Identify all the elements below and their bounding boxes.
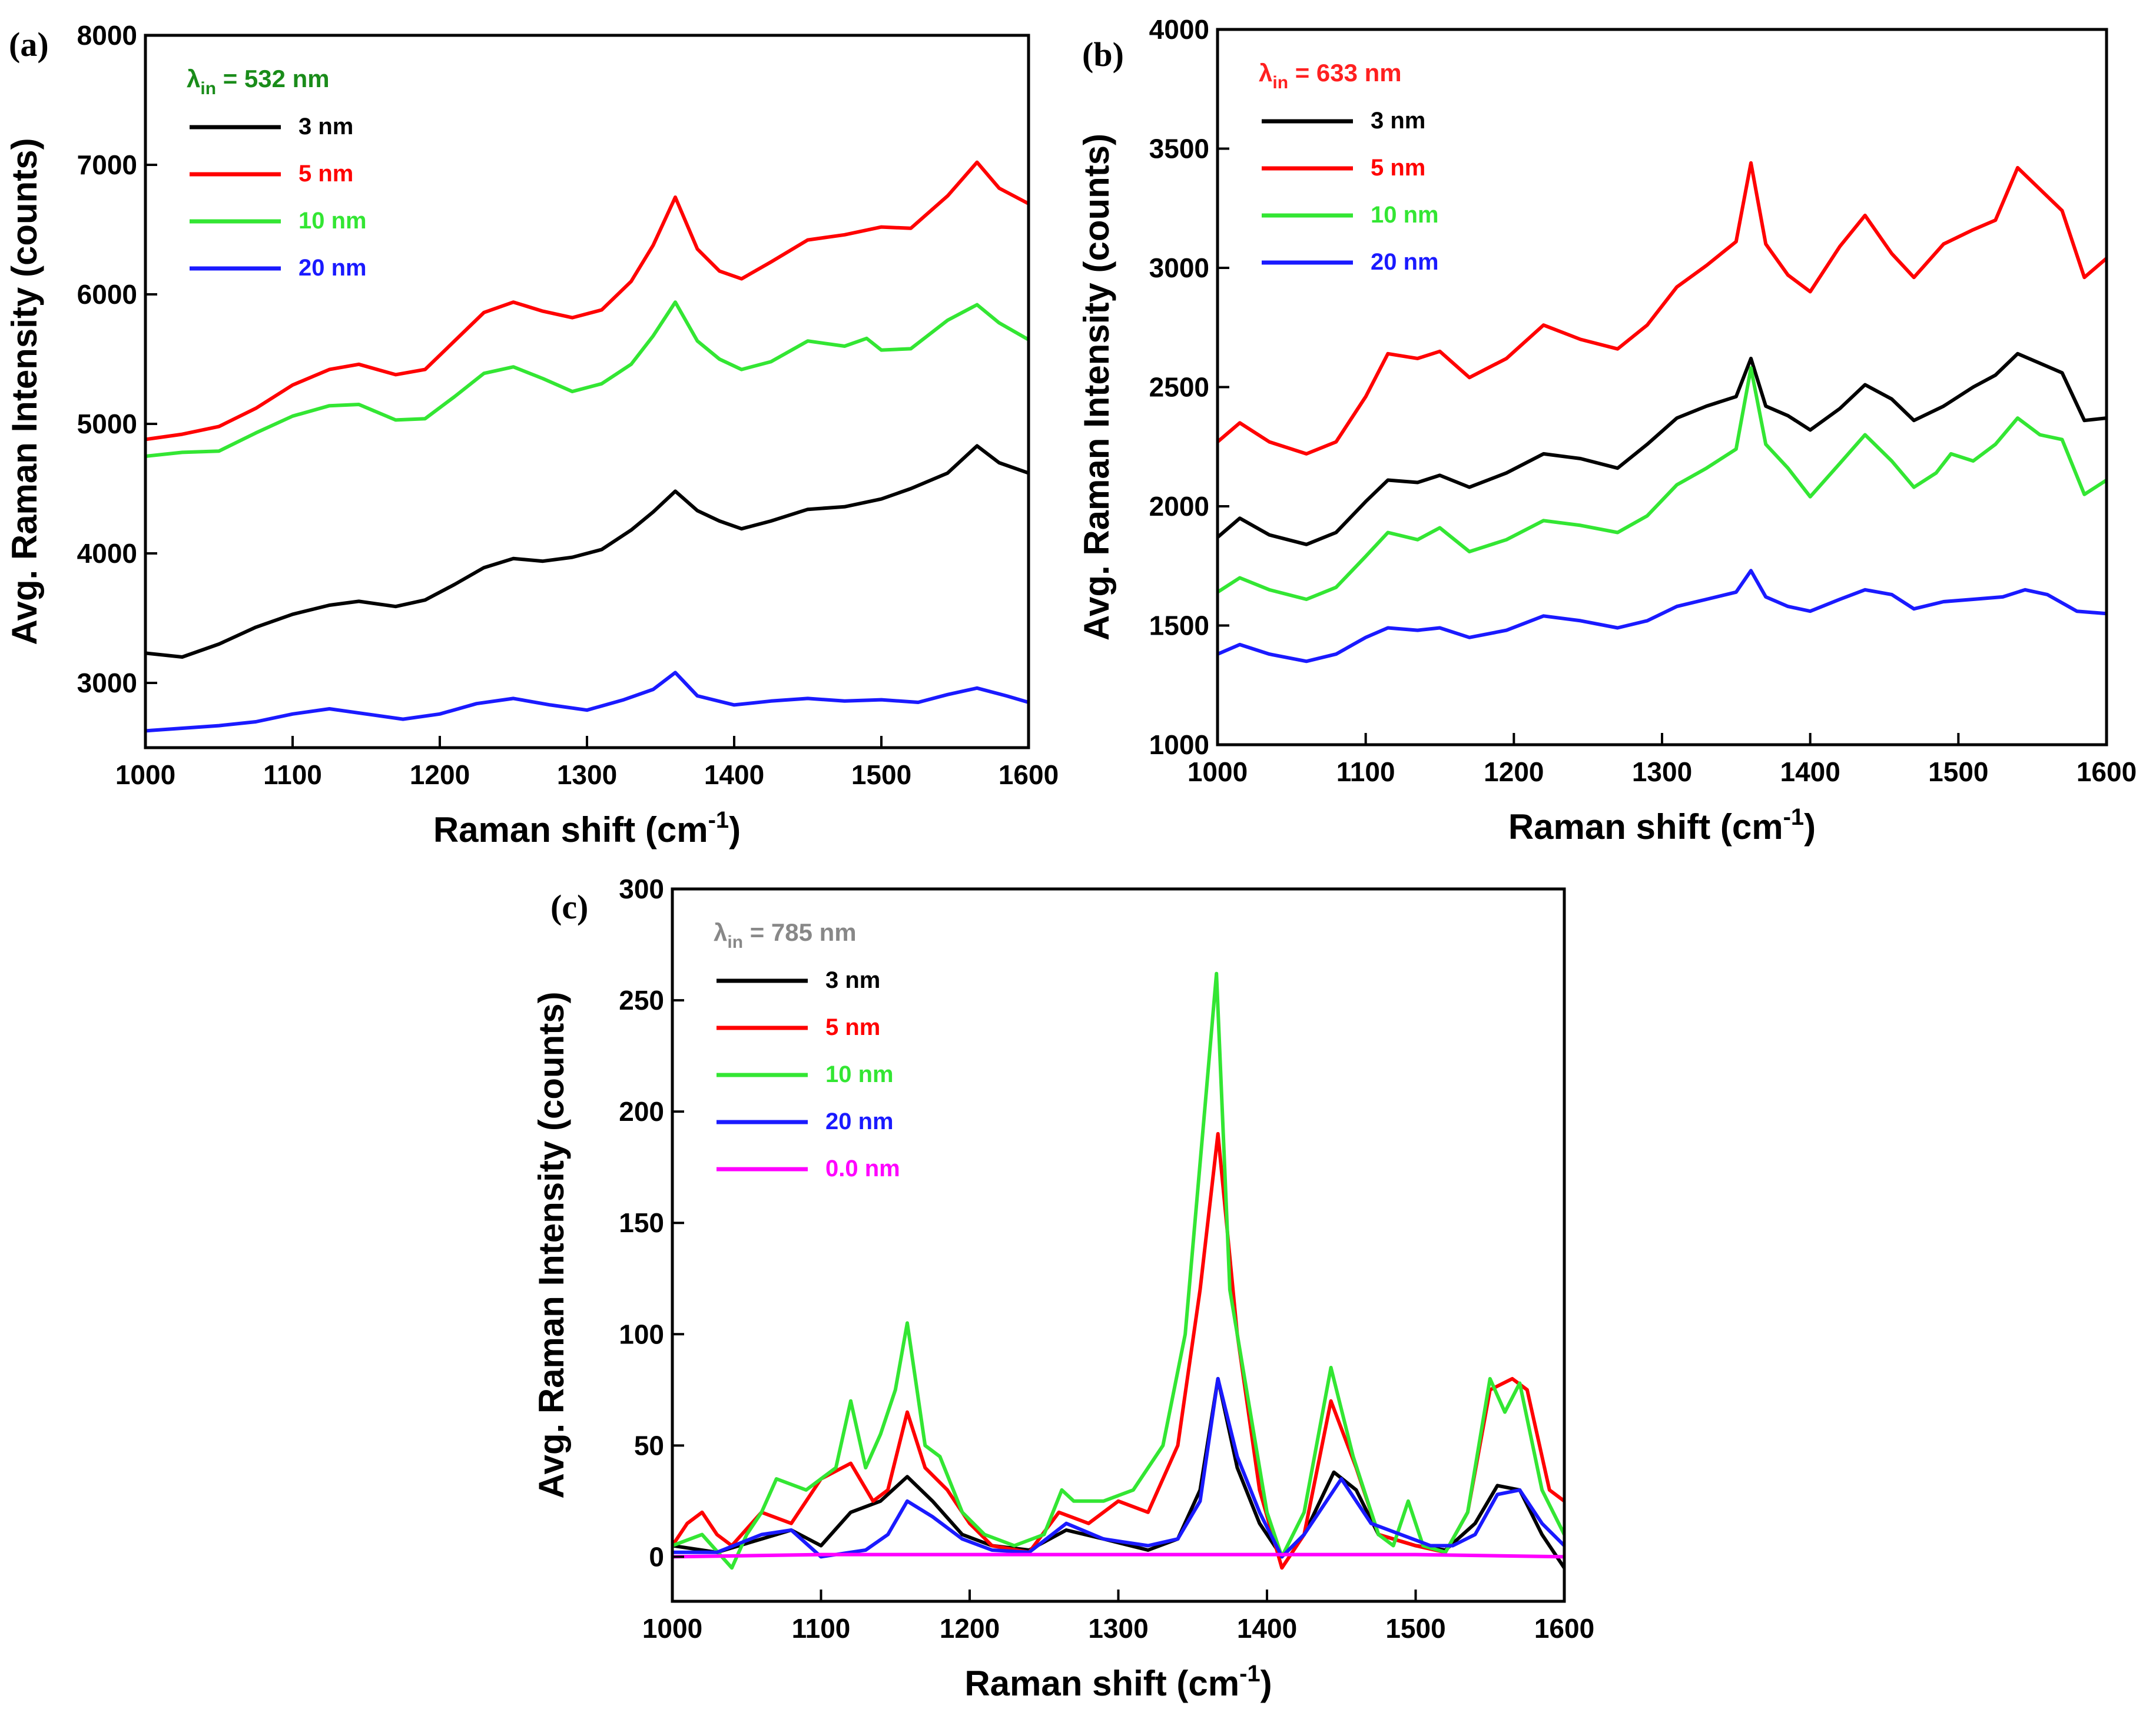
x-tick-label-a-2: 1200 (410, 759, 470, 790)
y-tick-label-a-1: 4000 (77, 538, 137, 569)
series-line-b-1 (1218, 161, 2107, 456)
y-axis-title-a: Avg. Raman Intensity (counts) (5, 138, 44, 645)
legend-label-c-4: 0.0 nm (825, 1156, 900, 1182)
y-axis-title-b: Avg. Raman Intensity (counts) (1077, 134, 1116, 641)
legend-label-a-2: 10 nm (298, 208, 367, 234)
panel-b: (b) 1000 1100 1200 1300 1400 1500 1600 1000 1500… (1077, 14, 2137, 847)
x-tick-label-c-1: 1100 (792, 1613, 851, 1644)
series-line-c-3 (672, 1376, 1564, 1559)
y-tick-label-c-4: 200 (619, 1096, 664, 1127)
x-tick-label-a-4: 1400 (704, 759, 764, 790)
y-tick-label-b-6: 4000 (1149, 14, 1209, 45)
x-axis-title-b: Raman shift (cm-1) (1508, 804, 1816, 847)
y-axis-title-c: Avg. Raman Intensity (counts) (532, 991, 571, 1498)
series-line-c-4 (672, 1552, 1564, 1559)
panel-c: (c) 1000 1100 1200 1300 1400 1500 1600 0 50 100 15… (532, 874, 1594, 1703)
panel-label-b: (b) (1082, 35, 1124, 74)
y-tick-label-b-5: 3500 (1149, 134, 1209, 164)
legend-label-b-1: 5 nm (1371, 155, 1425, 181)
excitation-annotation-a: λin = 532 nm (187, 65, 330, 98)
legend-label-a-0: 3 nm (298, 114, 353, 140)
excitation-annotation-b: λin = 633 nm (1259, 59, 1402, 92)
panel-label-a: (a) (9, 25, 49, 64)
y-tick-label-b-1: 1500 (1149, 610, 1209, 641)
x-tick-label-a-1: 1100 (263, 759, 322, 790)
x-tick-label-b-3: 1300 (1632, 756, 1692, 787)
series-line-a-1 (145, 160, 1029, 442)
x-tick-label-a-3: 1300 (557, 759, 617, 790)
x-tick-label-c-3: 1300 (1088, 1613, 1148, 1644)
x-tick-label-c-5: 1500 (1385, 1613, 1445, 1644)
x-axis-title-c: Raman shift (cm-1) (964, 1661, 1272, 1703)
legend-label-a-3: 20 nm (298, 255, 367, 281)
x-tick-label-c-0: 1000 (642, 1613, 702, 1644)
y-tick-label-c-0: 0 (649, 1541, 664, 1572)
series-line-b-0 (1218, 351, 2107, 546)
series-group-b (1218, 161, 2107, 663)
excitation-annotation-c: λin = 785 nm (714, 918, 857, 952)
legend-label-b-3: 20 nm (1371, 249, 1439, 275)
x-tick-label-c-2: 1200 (940, 1613, 1000, 1644)
y-tick-label-b-2: 2000 (1149, 491, 1209, 522)
series-line-c-2 (672, 971, 1564, 1570)
x-tick-label-a-0: 1000 (115, 759, 175, 790)
legend-label-b-0: 3 nm (1371, 108, 1425, 134)
x-tick-label-c-4: 1400 (1237, 1613, 1297, 1644)
panel-a: (a) 1000 1100 1200 1300 1400 1500 1600 3000 4000… (5, 20, 1059, 850)
y-tick-label-a-3: 6000 (77, 279, 137, 310)
x-tick-label-c-6: 1600 (1534, 1613, 1594, 1644)
x-tick-label-b-1: 1100 (1336, 756, 1395, 787)
y-tick-label-c-6: 300 (619, 874, 664, 904)
legend-label-c-2: 10 nm (825, 1061, 894, 1087)
series-group-c (672, 971, 1564, 1570)
y-tick-label-c-1: 50 (634, 1430, 664, 1461)
x-tick-label-a-5: 1500 (851, 759, 911, 790)
series-line-a-0 (145, 444, 1029, 659)
series-line-a-3 (145, 671, 1029, 733)
legend-label-c-3: 20 nm (825, 1109, 894, 1134)
y-tick-label-c-5: 250 (619, 985, 664, 1016)
x-tick-label-b-5: 1500 (1928, 756, 1988, 787)
y-tick-label-a-0: 3000 (77, 668, 137, 698)
x-tick-label-b-6: 1600 (2077, 756, 2137, 787)
y-tick-label-b-4: 3000 (1149, 253, 1209, 283)
series-group-a (145, 160, 1029, 733)
x-tick-label-b-2: 1200 (1484, 756, 1544, 787)
legend-label-b-2: 10 nm (1371, 202, 1439, 228)
x-tick-label-b-0: 1000 (1188, 756, 1248, 787)
x-tick-label-a-6: 1600 (999, 759, 1059, 790)
series-line-b-3 (1218, 569, 2107, 663)
legend-label-c-1: 5 nm (825, 1014, 880, 1040)
legend-label-a-1: 5 nm (298, 161, 353, 187)
x-tick-label-b-4: 1400 (1780, 756, 1840, 787)
y-tick-label-a-4: 7000 (77, 150, 137, 180)
y-tick-label-b-0: 1000 (1149, 729, 1209, 760)
x-axis-title-a: Raman shift (cm-1) (433, 807, 741, 850)
y-tick-label-c-3: 150 (619, 1207, 664, 1238)
series-line-b-2 (1218, 366, 2107, 601)
legend-label-c-0: 3 nm (825, 967, 880, 993)
y-tick-label-a-5: 8000 (77, 20, 137, 51)
y-tick-label-b-3: 2500 (1149, 372, 1209, 403)
panel-label-c: (c) (550, 888, 588, 926)
y-tick-label-c-2: 100 (619, 1319, 664, 1349)
series-line-a-2 (145, 300, 1029, 458)
y-tick-label-a-2: 5000 (77, 409, 137, 439)
